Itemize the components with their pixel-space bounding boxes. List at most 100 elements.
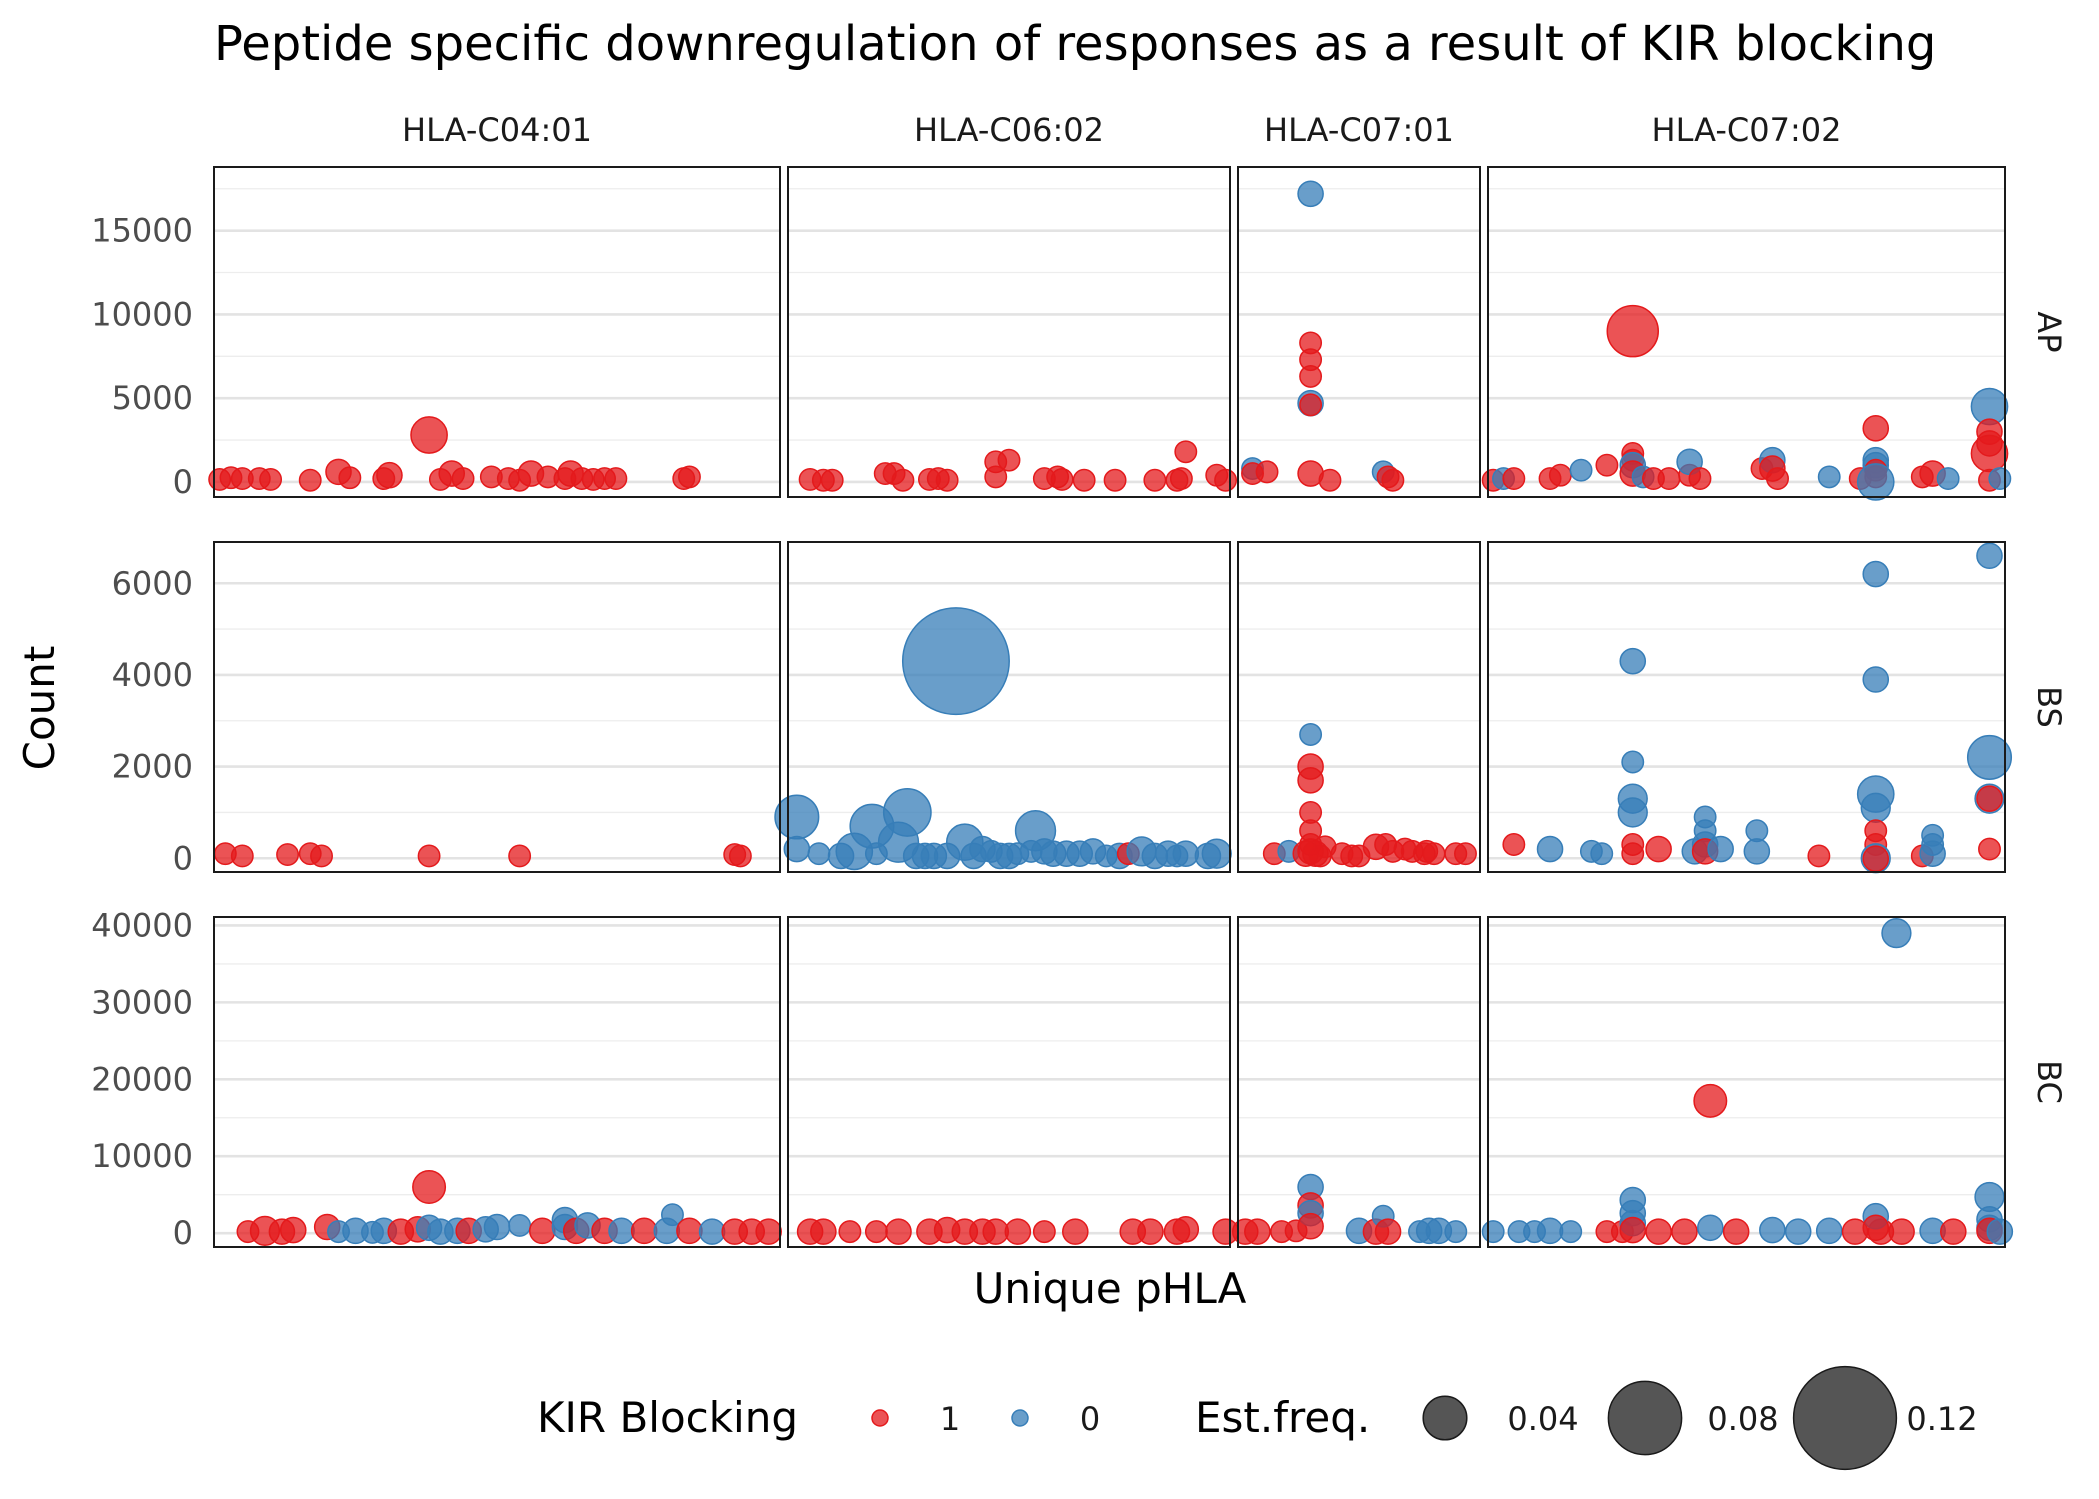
data-point-bs-hla-c06-02 <box>901 607 1010 716</box>
data-point-bs-hla-c07-02 <box>1862 666 1890 693</box>
legend-label-size-0-12: 0.12 <box>1906 1400 1977 1438</box>
data-point-ap-hla-c04-01 <box>298 468 322 492</box>
data-point-bc-hla-c07-02 <box>1986 1218 2014 1245</box>
data-point-bs-hla-c07-02 <box>1976 785 2003 812</box>
y-axis-title: Count <box>15 646 64 771</box>
data-point-bc-hla-c04-01 <box>676 1217 703 1245</box>
y-tick-label-ap-5000: 5000 <box>112 379 193 417</box>
data-point-ap-hla-c06-02 <box>1174 440 1198 464</box>
y-tick-label-bs-4000: 4000 <box>112 656 193 694</box>
data-point-bs-hla-c06-02 <box>1172 840 1200 867</box>
data-point-ap-hla-c07-02 <box>1862 415 1890 442</box>
row-strip-bc: BC <box>2030 1060 2068 1104</box>
data-point-ap-hla-c06-02 <box>1072 468 1096 492</box>
panel-frame-bc-hla-c04-01 <box>213 916 781 1248</box>
data-point-ap-hla-c07-01 <box>1299 364 1323 388</box>
y-tick-label-ap-0: 0 <box>173 463 193 501</box>
data-point-bc-hla-c04-01 <box>412 1170 447 1204</box>
data-point-bc-hla-c04-01 <box>755 1218 782 1245</box>
data-point-ap-hla-c04-01 <box>451 467 475 491</box>
row-strip-ap: AP <box>2030 311 2068 352</box>
data-point-bc-hla-c07-02 <box>1697 1214 1724 1242</box>
data-point-bc-hla-c06-02 <box>864 1220 888 1244</box>
data-point-bc-hla-c06-02 <box>1032 1220 1056 1244</box>
panel-frame-bs-hla-c07-01 <box>1237 541 1481 873</box>
data-point-bc-hla-c06-02 <box>1172 1216 1200 1243</box>
legend-key-kir-1 <box>871 1409 889 1427</box>
data-point-bc-hla-c04-01 <box>279 1216 307 1244</box>
data-point-bs-hla-c07-01 <box>1297 767 1324 794</box>
y-tick-label-bc-10000: 10000 <box>91 1137 193 1175</box>
data-point-bc-hla-c07-02 <box>1881 918 1912 949</box>
data-point-bc-hla-c06-02 <box>885 1218 912 1245</box>
data-point-ap-hla-c06-02 <box>1103 468 1127 492</box>
data-point-bs-hla-c07-02 <box>1860 792 1891 823</box>
legend-label-size-0-04: 0.04 <box>1507 1400 1578 1438</box>
panel-frame-ap-hla-c06-02 <box>787 166 1231 498</box>
point-layer <box>208 180 2014 1246</box>
data-point-bs-hla-c07-02 <box>1619 647 1647 675</box>
data-point-bc-hla-c04-01 <box>630 1217 658 1245</box>
data-point-bc-hla-c07-01 <box>1297 1212 1324 1240</box>
data-point-bs-hla-c07-02 <box>1536 835 1564 863</box>
data-point-bc-hla-c07-02 <box>1559 1220 1583 1244</box>
data-point-bs-hla-c07-02 <box>1502 833 1526 856</box>
data-point-ap-hla-c06-02 <box>984 465 1008 489</box>
data-point-bc-hla-c04-01 <box>698 1218 726 1245</box>
data-point-bs-hla-c07-02 <box>1590 842 1614 866</box>
legend-label-kir-0: 0 <box>1080 1400 1100 1438</box>
data-point-bc-hla-c07-02 <box>1722 1218 1750 1245</box>
data-point-bc-hla-c07-02 <box>1536 1217 1564 1245</box>
row-strip-bs: BS <box>2030 686 2068 728</box>
data-point-bs-hla-c07-02 <box>1807 844 1831 868</box>
data-point-bc-hla-c07-02 <box>1671 1218 1698 1245</box>
data-point-bs-hla-c06-02 <box>774 794 820 840</box>
data-point-ap-hla-c07-02 <box>1688 467 1712 491</box>
data-point-bs-hla-c04-01 <box>310 844 333 868</box>
label-layer: HLA-C04:01 HLA-C06:02 HLA-C07:01 HLA-C07:02… <box>91 111 2068 1252</box>
data-point-ap-hla-c07-02 <box>1936 467 1960 491</box>
data-point-bc-hla-c07-01 <box>1444 1220 1468 1244</box>
y-tick-label-bs-2000: 2000 <box>112 748 193 786</box>
column-strip-hla-c04-01: HLA-C04:01 <box>402 111 592 149</box>
data-point-ap-hla-c07-02 <box>1502 467 1526 491</box>
data-point-ap-hla-c04-01 <box>376 461 403 489</box>
data-point-ap-hla-c07-02 <box>1817 465 1841 489</box>
y-tick-label-bs-6000: 6000 <box>112 564 193 602</box>
data-point-ap-hla-c04-01 <box>677 465 701 489</box>
data-point-ap-hla-c04-01 <box>410 416 448 454</box>
data-point-bs-hla-c07-02 <box>1966 734 2013 780</box>
data-point-bc-hla-c07-02 <box>1481 1220 1505 1244</box>
data-point-ap-hla-c07-02 <box>1766 467 1789 491</box>
panel-frame-bc-hla-c06-02 <box>787 916 1231 1248</box>
data-point-ap-hla-c07-01 <box>1318 468 1342 492</box>
data-point-ap-hla-c07-02 <box>1569 458 1593 482</box>
data-point-bc-hla-c07-02 <box>1888 1218 1915 1245</box>
legend-key-kir-0 <box>1011 1409 1029 1427</box>
column-strip-hla-c06-02: HLA-C06:02 <box>914 111 1104 149</box>
data-point-bc-hla-c06-02 <box>810 1218 837 1245</box>
y-tick-label-bc-20000: 20000 <box>91 1060 193 1098</box>
data-point-ap-hla-c06-02 <box>935 468 959 492</box>
data-point-bs-hla-c07-01 <box>1299 723 1323 746</box>
data-point-ap-hla-c07-02 <box>1548 463 1572 487</box>
legend-key-size-0-12 <box>1792 1365 1898 1471</box>
frame-layer <box>213 166 2006 1248</box>
y-tick-label-bc-0: 0 <box>173 1214 193 1252</box>
panel-frame-bc-hla-c07-01 <box>1237 916 1481 1248</box>
data-point-bc-hla-c07-02 <box>1940 1218 1967 1245</box>
data-point-bc-hla-c04-01 <box>608 1217 635 1245</box>
data-point-bs-hla-c07-01 <box>1422 842 1446 866</box>
data-point-ap-hla-c07-02 <box>1595 453 1619 477</box>
data-point-bc-hla-c07-01 <box>1374 1218 1402 1245</box>
data-point-bc-hla-c06-02 <box>1004 1218 1032 1245</box>
data-point-ap-hla-c04-01 <box>259 467 283 491</box>
column-strip-hla-c07-02: HLA-C07:02 <box>1652 111 1842 149</box>
panel-frame-bs-hla-c07-02 <box>1487 541 2006 873</box>
data-point-bs-hla-c06-02 <box>882 788 932 837</box>
data-point-bs-hla-c06-02 <box>807 842 831 866</box>
data-point-bs-hla-c07-02 <box>1707 835 1734 863</box>
data-point-bs-hla-c04-01 <box>417 844 441 868</box>
